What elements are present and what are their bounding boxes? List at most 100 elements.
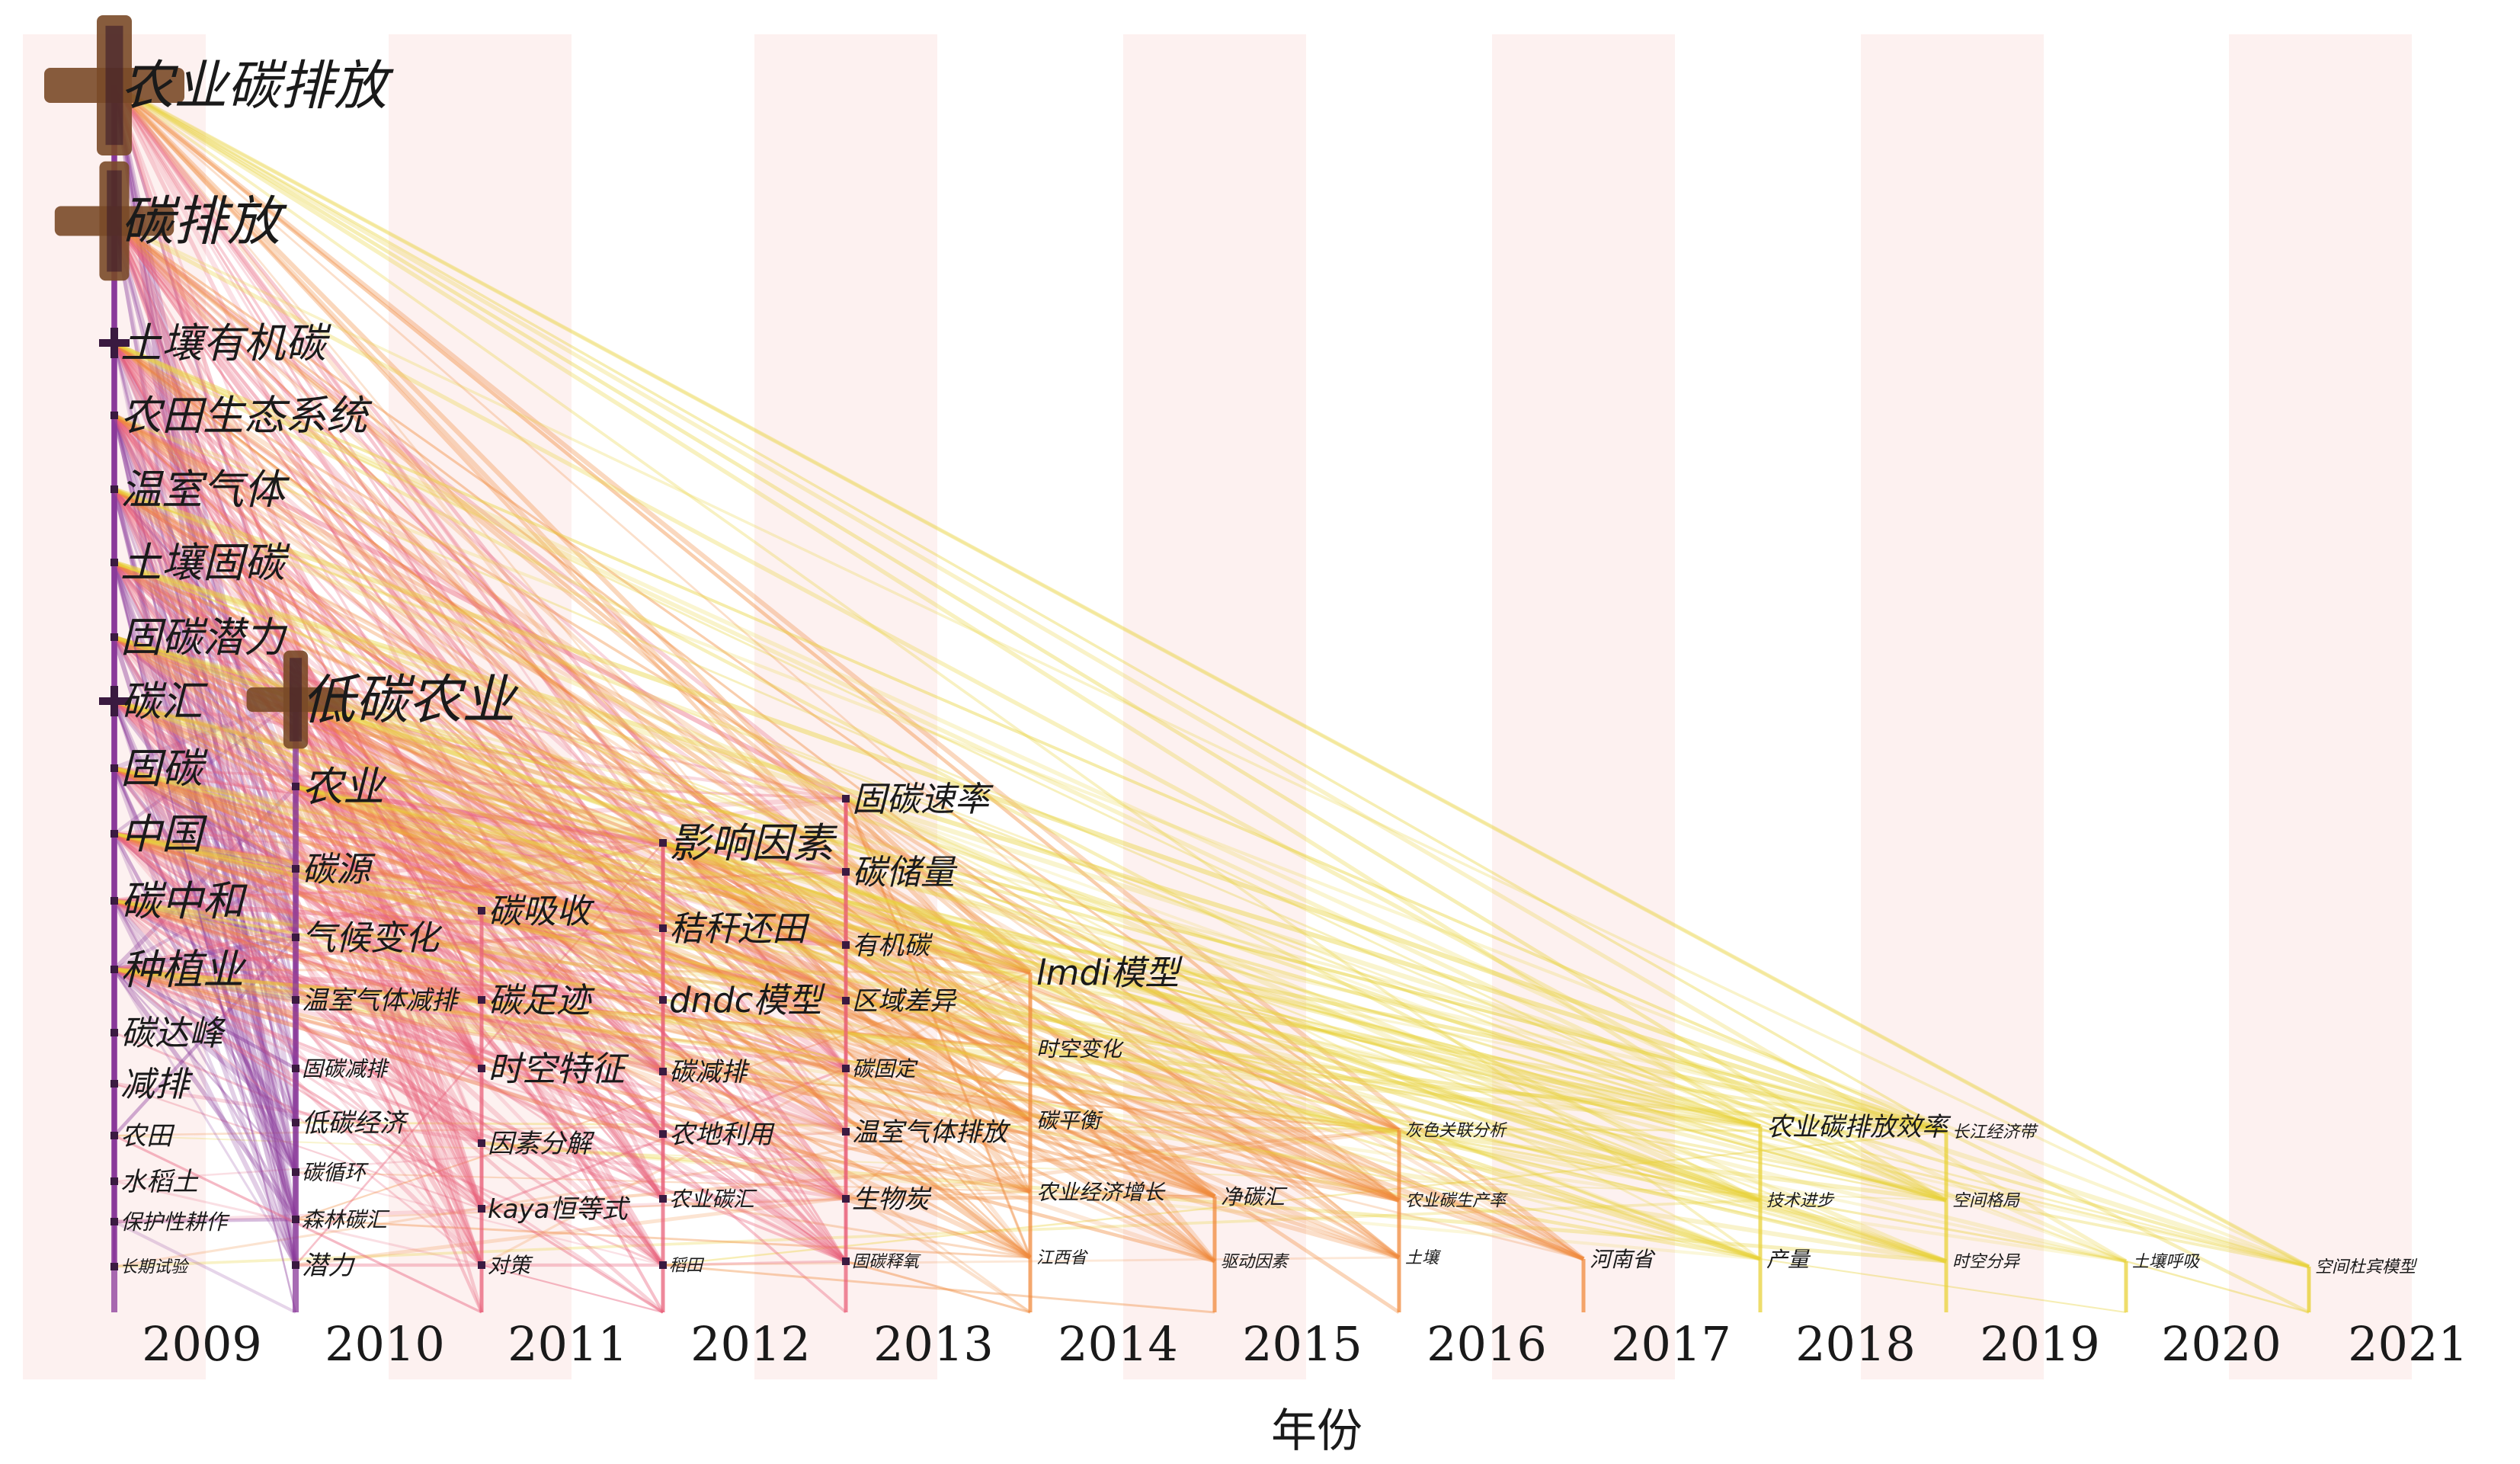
link bbox=[662, 841, 847, 874]
link bbox=[114, 767, 1761, 1261]
link bbox=[113, 341, 1948, 1203]
link bbox=[114, 967, 1031, 1260]
keyword-label: 时空特征 bbox=[488, 1049, 629, 1089]
keyword-label: 森林碳汇 bbox=[302, 1207, 390, 1232]
node-marker bbox=[842, 795, 850, 802]
link bbox=[114, 766, 664, 845]
link bbox=[114, 699, 1761, 1261]
link bbox=[113, 415, 297, 870]
link bbox=[114, 832, 1031, 1122]
keyword-label: 气候变化 bbox=[302, 918, 443, 958]
link bbox=[114, 219, 2310, 1268]
link bbox=[113, 489, 664, 1266]
link bbox=[114, 899, 1400, 1203]
keyword-label: 固碳 bbox=[120, 745, 208, 793]
link bbox=[114, 700, 1947, 1202]
link bbox=[293, 698, 848, 1263]
link bbox=[113, 83, 2310, 1269]
node-marker bbox=[110, 830, 118, 838]
year-label-2018: 2018 bbox=[1795, 1316, 1916, 1372]
link bbox=[114, 636, 847, 947]
link bbox=[295, 699, 664, 1072]
link bbox=[111, 85, 299, 1266]
link bbox=[114, 767, 1761, 1202]
link bbox=[114, 636, 1400, 1132]
node-marker bbox=[842, 868, 850, 876]
link bbox=[114, 560, 1761, 1129]
keyword-label: 稻田 bbox=[669, 1257, 705, 1276]
x-axis-label: 年份 bbox=[1271, 1405, 1362, 1458]
link bbox=[114, 899, 1400, 1260]
link bbox=[112, 219, 484, 912]
node-marker bbox=[292, 1119, 299, 1126]
keyword-label: 农业碳排放 bbox=[120, 55, 394, 117]
link bbox=[662, 842, 847, 1001]
link bbox=[113, 219, 1948, 1203]
link bbox=[295, 784, 1947, 1203]
keyword-label: 保护性耕作 bbox=[120, 1209, 230, 1235]
link bbox=[114, 832, 664, 930]
keyword-label: 时空分异 bbox=[1952, 1253, 2021, 1272]
link bbox=[114, 832, 1761, 1128]
keyword-label: 长期试验 bbox=[120, 1258, 190, 1277]
link bbox=[114, 561, 1947, 1263]
link bbox=[294, 697, 1585, 1261]
link bbox=[114, 84, 1947, 1133]
link bbox=[113, 635, 664, 1002]
keyword-label: 固碳减排 bbox=[302, 1056, 390, 1081]
link bbox=[114, 899, 296, 1001]
link bbox=[112, 219, 848, 1200]
link bbox=[114, 796, 847, 904]
link bbox=[113, 342, 297, 938]
year-band-2017 bbox=[1492, 34, 1675, 1379]
link bbox=[113, 220, 664, 1135]
node-marker bbox=[110, 897, 118, 905]
link bbox=[113, 341, 2128, 1264]
link bbox=[113, 766, 297, 871]
link bbox=[114, 832, 1761, 1261]
link bbox=[112, 489, 298, 1173]
link bbox=[114, 968, 664, 1136]
link bbox=[113, 415, 297, 1123]
node-marker bbox=[478, 1139, 485, 1147]
link bbox=[112, 784, 298, 972]
node-marker bbox=[478, 907, 485, 915]
link bbox=[113, 489, 297, 938]
link bbox=[662, 1260, 847, 1267]
link bbox=[114, 767, 1947, 1133]
link bbox=[295, 697, 1947, 1134]
year-band-2021 bbox=[2229, 34, 2412, 1379]
link bbox=[113, 85, 297, 1069]
link bbox=[114, 636, 1947, 1133]
link bbox=[294, 785, 483, 912]
link bbox=[114, 341, 1031, 1050]
keyword-label: 减排 bbox=[120, 1064, 194, 1104]
keyword-label: 净碳汇 bbox=[1221, 1184, 1288, 1209]
link bbox=[114, 561, 1031, 974]
link bbox=[114, 968, 664, 1314]
link bbox=[113, 85, 297, 1001]
link bbox=[114, 560, 1400, 1132]
link bbox=[114, 899, 664, 1267]
keyword-label: 碳减排 bbox=[669, 1057, 750, 1088]
link bbox=[481, 909, 1031, 1314]
keyword-label: 产量 bbox=[1766, 1247, 1811, 1272]
link bbox=[112, 83, 1033, 1051]
node-marker bbox=[478, 1065, 485, 1072]
year-label-2021: 2021 bbox=[2348, 1316, 2468, 1372]
link bbox=[294, 697, 847, 1003]
keyword-label: 低碳农业 bbox=[302, 669, 519, 732]
year-label-2013: 2013 bbox=[873, 1316, 994, 1372]
node-marker bbox=[292, 783, 299, 790]
link bbox=[113, 415, 297, 1069]
link bbox=[113, 489, 664, 1135]
link bbox=[113, 341, 1401, 1203]
keyword-label: 农田生态系统 bbox=[120, 392, 373, 440]
keyword-label: 驱动因素 bbox=[1221, 1253, 1290, 1272]
keyword-label: 土壤有机碳 bbox=[120, 319, 331, 367]
link bbox=[114, 833, 296, 1001]
link bbox=[114, 488, 1031, 1050]
link bbox=[113, 84, 1762, 1261]
link bbox=[112, 84, 665, 1073]
link bbox=[295, 784, 847, 947]
